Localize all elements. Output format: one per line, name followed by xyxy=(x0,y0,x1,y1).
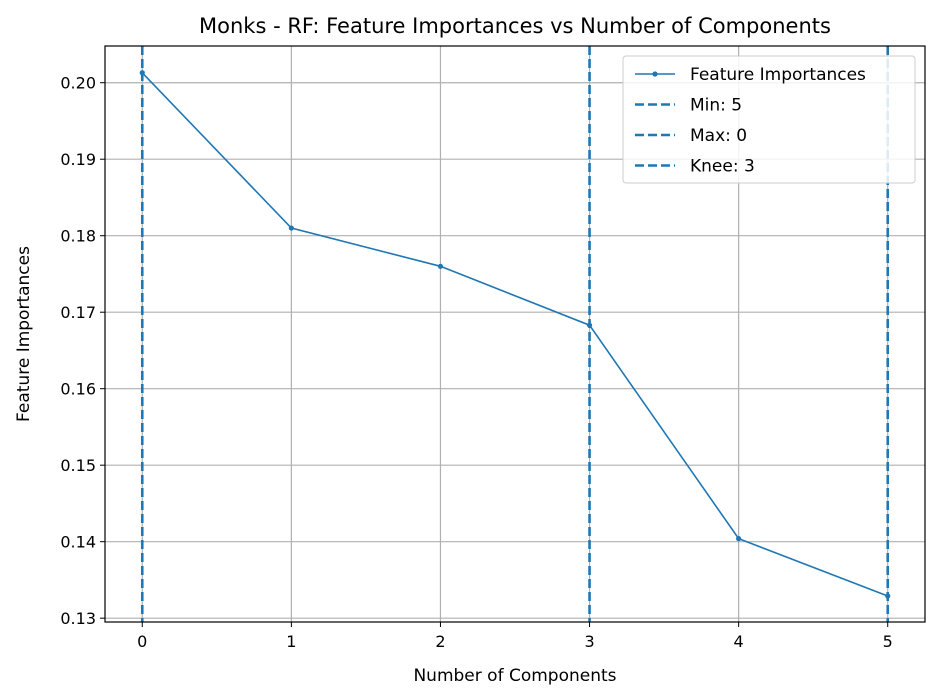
data-point xyxy=(736,536,742,542)
x-tick-label: 0 xyxy=(137,632,147,651)
y-tick-label: 0.20 xyxy=(60,74,96,93)
series-lines xyxy=(139,70,891,599)
x-tick-label: 4 xyxy=(734,632,744,651)
x-tick-label: 3 xyxy=(584,632,594,651)
y-tick-label: 0.18 xyxy=(60,227,96,246)
y-tick-label: 0.17 xyxy=(60,303,96,322)
data-point xyxy=(139,70,145,76)
plot-frame xyxy=(104,45,926,623)
x-tick-label: 5 xyxy=(883,632,893,651)
axes xyxy=(104,45,926,623)
data-point xyxy=(885,593,891,599)
y-ticks: 0.13 0.14 0.15 0.16 0.17 0.18 0.19 0.20 xyxy=(60,74,105,628)
y-tick-label: 0.13 xyxy=(60,609,96,628)
x-axis-label: Number of Components xyxy=(413,666,616,686)
y-tick-label: 0.16 xyxy=(60,380,96,399)
legend-label: Knee: 3 xyxy=(690,157,755,177)
data-point xyxy=(288,225,294,231)
legend-label: Max: 0 xyxy=(690,126,747,146)
data-point xyxy=(586,322,593,328)
x-tick-label: 2 xyxy=(435,632,445,651)
legend-label: Feature Importances xyxy=(690,65,866,85)
chart-title: Monks - RF: Feature Importances vs Numbe… xyxy=(199,14,831,38)
grid xyxy=(105,46,925,622)
x-ticks: 0 1 2 3 4 5 xyxy=(137,622,893,651)
y-axis-label: Feature Importances xyxy=(14,246,34,422)
legend-box xyxy=(622,55,916,184)
series-line xyxy=(141,72,889,597)
legend-swatch-marker xyxy=(652,71,658,77)
y-tick-label: 0.15 xyxy=(60,456,96,475)
y-tick-label: 0.14 xyxy=(60,533,96,552)
x-tick-label: 1 xyxy=(286,632,296,651)
legend-label: Min: 5 xyxy=(690,96,742,116)
data-point xyxy=(437,263,444,269)
legend: Feature Importances Min: 5 Max: 0 Knee: 3 xyxy=(622,55,916,184)
y-tick-label: 0.19 xyxy=(60,150,96,169)
